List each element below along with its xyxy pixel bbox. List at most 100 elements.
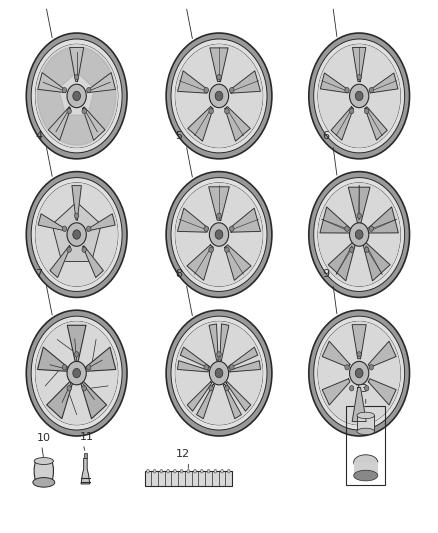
Polygon shape [225, 245, 251, 280]
Polygon shape [320, 207, 351, 233]
Ellipse shape [207, 470, 210, 473]
Polygon shape [187, 382, 212, 411]
Ellipse shape [62, 87, 67, 93]
Ellipse shape [87, 365, 91, 370]
Polygon shape [363, 243, 390, 281]
Ellipse shape [26, 172, 127, 297]
Polygon shape [352, 387, 366, 422]
Ellipse shape [67, 84, 86, 108]
Polygon shape [230, 71, 261, 93]
Ellipse shape [309, 33, 410, 159]
Ellipse shape [67, 223, 86, 246]
Polygon shape [331, 107, 353, 140]
Ellipse shape [31, 316, 122, 430]
Polygon shape [50, 246, 71, 278]
Polygon shape [226, 382, 251, 411]
Polygon shape [83, 107, 105, 140]
Ellipse shape [34, 457, 53, 464]
Ellipse shape [31, 39, 122, 153]
Ellipse shape [309, 172, 410, 297]
Ellipse shape [166, 33, 272, 159]
Ellipse shape [318, 183, 400, 286]
Ellipse shape [350, 84, 369, 108]
Polygon shape [353, 47, 366, 82]
Ellipse shape [318, 321, 400, 425]
Text: 13: 13 [355, 384, 369, 394]
Ellipse shape [230, 226, 234, 231]
Ellipse shape [355, 91, 363, 101]
Polygon shape [197, 384, 215, 418]
Text: 5: 5 [175, 131, 182, 141]
Polygon shape [42, 47, 74, 86]
Ellipse shape [175, 183, 263, 286]
Ellipse shape [153, 470, 156, 473]
Ellipse shape [350, 247, 354, 252]
Ellipse shape [353, 470, 378, 481]
Polygon shape [177, 71, 208, 93]
Polygon shape [67, 325, 86, 363]
Ellipse shape [364, 247, 369, 252]
Ellipse shape [355, 230, 363, 239]
Bar [84, 453, 87, 458]
Ellipse shape [171, 316, 267, 430]
Ellipse shape [314, 316, 405, 430]
Ellipse shape [345, 87, 349, 93]
Ellipse shape [217, 352, 221, 357]
Polygon shape [225, 107, 250, 141]
Ellipse shape [318, 183, 400, 286]
Ellipse shape [357, 352, 361, 357]
Polygon shape [188, 107, 213, 141]
Polygon shape [81, 381, 106, 418]
Polygon shape [368, 379, 396, 405]
Ellipse shape [35, 321, 118, 425]
Ellipse shape [160, 470, 163, 473]
Ellipse shape [209, 247, 213, 252]
Ellipse shape [214, 470, 217, 473]
Ellipse shape [353, 455, 378, 470]
Ellipse shape [175, 321, 263, 425]
Polygon shape [322, 341, 350, 367]
Polygon shape [322, 379, 350, 405]
Polygon shape [230, 208, 261, 232]
Ellipse shape [62, 226, 67, 231]
Ellipse shape [355, 368, 363, 378]
Polygon shape [81, 458, 90, 484]
Ellipse shape [364, 385, 369, 391]
Polygon shape [368, 341, 396, 367]
Ellipse shape [227, 470, 230, 473]
Ellipse shape [26, 33, 127, 159]
Ellipse shape [171, 39, 267, 153]
Bar [357, 415, 374, 431]
Ellipse shape [82, 108, 86, 114]
Ellipse shape [225, 108, 229, 114]
Polygon shape [320, 73, 349, 93]
Polygon shape [187, 245, 213, 280]
Polygon shape [84, 229, 100, 256]
Polygon shape [210, 48, 228, 82]
Ellipse shape [230, 87, 234, 93]
Ellipse shape [194, 470, 196, 473]
Ellipse shape [35, 321, 118, 425]
Ellipse shape [35, 44, 118, 148]
Ellipse shape [74, 213, 79, 219]
Polygon shape [53, 229, 69, 256]
Ellipse shape [175, 44, 263, 148]
Ellipse shape [35, 183, 118, 286]
Ellipse shape [166, 310, 272, 436]
Polygon shape [177, 208, 208, 232]
Ellipse shape [167, 470, 170, 473]
Polygon shape [65, 247, 88, 261]
Ellipse shape [369, 226, 374, 231]
Ellipse shape [225, 385, 229, 391]
Ellipse shape [175, 183, 263, 286]
Ellipse shape [345, 226, 349, 231]
Ellipse shape [318, 44, 400, 148]
Ellipse shape [217, 75, 221, 80]
Ellipse shape [209, 361, 229, 385]
Ellipse shape [357, 213, 361, 219]
Ellipse shape [74, 352, 79, 357]
Polygon shape [83, 246, 103, 278]
Ellipse shape [209, 84, 229, 108]
Ellipse shape [364, 108, 369, 114]
Ellipse shape [209, 385, 213, 391]
